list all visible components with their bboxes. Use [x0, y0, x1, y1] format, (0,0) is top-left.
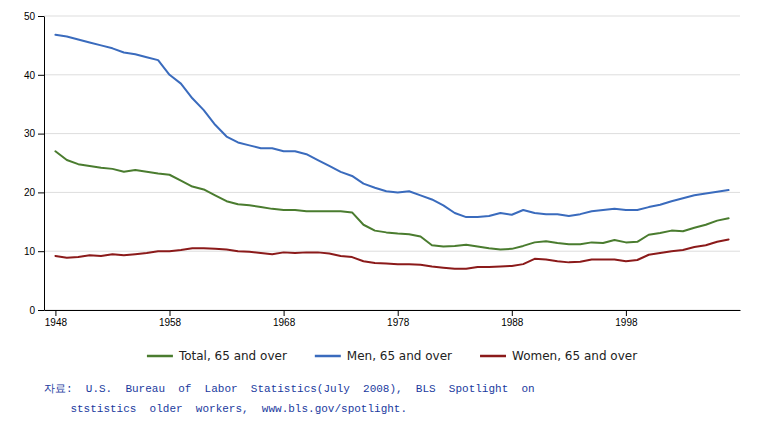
x-tick: 1968	[273, 310, 296, 328]
legend-swatch	[147, 355, 173, 358]
y-tick-mark	[38, 75, 44, 76]
y-tick-mark	[38, 16, 44, 17]
x-tick-mark	[170, 310, 171, 316]
legend-label: Women, 65 and over	[512, 349, 637, 363]
legend-label: Total, 65 and over	[178, 349, 287, 363]
y-tick: 30	[24, 128, 44, 139]
y-tick: 10	[24, 246, 44, 257]
y-tick: 0	[29, 305, 44, 316]
y-tick-label: 10	[24, 246, 36, 257]
grid	[44, 16, 740, 310]
x-tick: 1998	[615, 310, 638, 328]
y-tick: 20	[24, 187, 44, 198]
x-tick-mark	[626, 310, 627, 316]
series-line	[55, 35, 728, 217]
source-note: ststistics older workers, www.bls.gov/sp…	[44, 403, 407, 415]
x-tick-mark	[512, 310, 513, 316]
y-axis: 0 10 20 30 40 50	[24, 11, 45, 316]
x-tick-label: 1978	[387, 317, 410, 328]
y-tick-label: 40	[24, 70, 36, 81]
x-tick-label: 1948	[45, 317, 68, 328]
y-tick-mark	[38, 192, 44, 193]
x-axis-line	[45, 310, 741, 311]
y-tick: 40	[24, 70, 44, 81]
plot-area: 0 10 20 30 40 50 1948 1958 1968 1978 1988 1998	[24, 11, 741, 328]
y-tick-label: 30	[24, 128, 36, 139]
x-axis: 1948 1958 1968 1978 1988 1998	[45, 310, 741, 328]
source-note: 자료: U.S. Bureau of Labor Statistics(July…	[44, 383, 535, 395]
y-tick-label: 50	[24, 11, 36, 22]
x-tick-mark	[55, 310, 56, 316]
grid-line	[44, 310, 740, 311]
y-tick-mark	[38, 134, 44, 135]
x-tick-mark	[398, 310, 399, 316]
y-tick-mark	[38, 251, 44, 252]
legend-item: Total, 65 and over	[147, 349, 287, 363]
legend-swatch	[315, 355, 341, 358]
legend: Total, 65 and over Men, 65 and over Women,…	[147, 349, 637, 363]
grid-line	[44, 74, 740, 75]
x-tick-label: 1998	[615, 317, 638, 328]
x-tick: 1978	[387, 310, 410, 328]
x-tick: 1958	[159, 310, 182, 328]
y-axis-line	[44, 17, 45, 311]
x-tick: 1988	[501, 310, 524, 328]
x-tick-mark	[284, 310, 285, 316]
series-group	[55, 35, 728, 269]
grid-line	[44, 251, 740, 252]
series-line	[55, 151, 728, 249]
x-tick-label: 1958	[159, 317, 182, 328]
x-tick: 1948	[45, 310, 68, 328]
grid-line	[44, 133, 740, 134]
grid-line	[44, 16, 740, 17]
series-line	[55, 239, 728, 268]
legend-swatch	[480, 355, 506, 358]
y-tick-label: 0	[29, 305, 35, 316]
x-tick-label: 1968	[273, 317, 296, 328]
legend-label: Men, 65 and over	[347, 349, 452, 363]
legend-item: Women, 65 and over	[480, 349, 637, 363]
annotations: 자료: U.S. Bureau of Labor Statistics(July…	[44, 383, 535, 415]
x-tick-label: 1988	[501, 317, 524, 328]
y-tick-mark	[38, 310, 44, 311]
legend-item: Men, 65 and over	[315, 349, 452, 363]
y-tick: 50	[24, 11, 44, 22]
chart: 0 10 20 30 40 50 1948 1958 1968 1978 1988 1998 Total…	[0, 0, 764, 438]
y-tick-label: 20	[24, 187, 36, 198]
